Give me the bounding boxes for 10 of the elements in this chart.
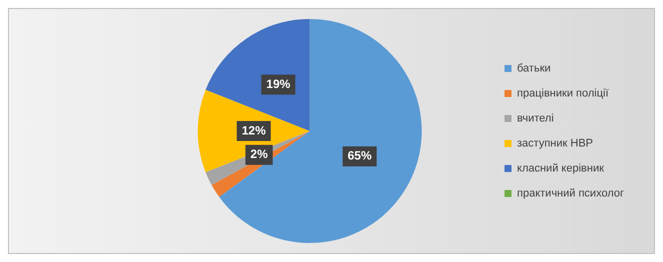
data-label: 2% [250, 147, 268, 162]
legend-label: заступник НВР [517, 138, 594, 150]
legend-label: працівники поліції [517, 88, 609, 100]
legend-label: батьки [517, 62, 551, 75]
data-label: 65% [348, 148, 372, 163]
data-label: 12% [242, 123, 266, 138]
legend-label: класний керівник [517, 162, 604, 175]
data-label: 19% [266, 76, 291, 91]
legend-label: практичний психолог [517, 188, 624, 200]
legend-label: вчителі [517, 112, 554, 125]
